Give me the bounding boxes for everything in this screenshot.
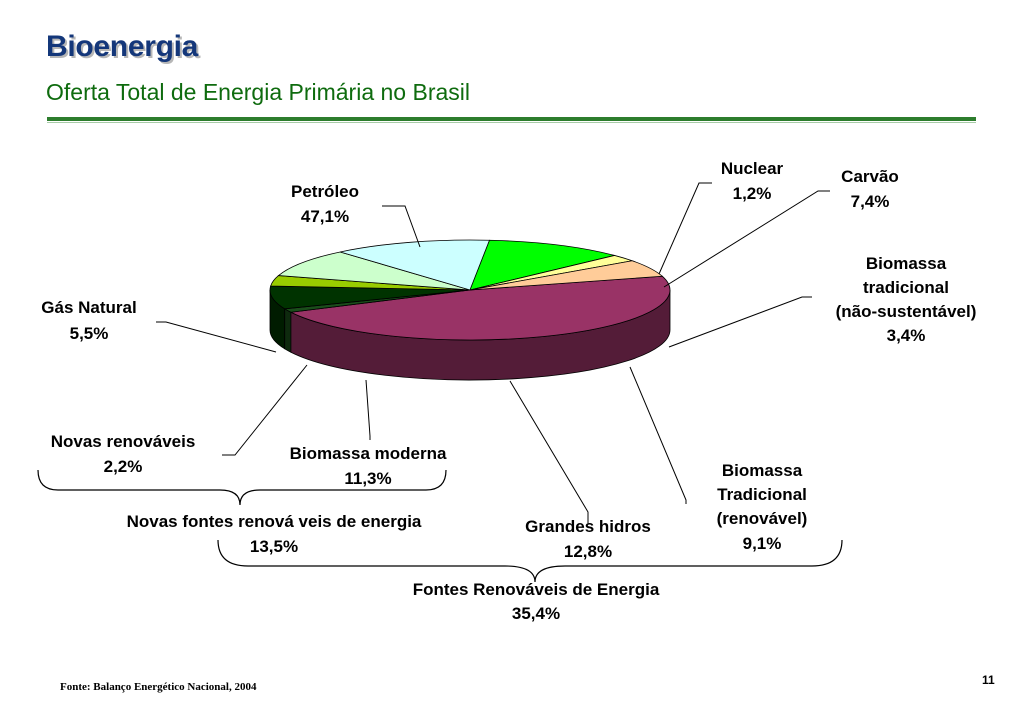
label-hidros-value: 12,8% — [564, 542, 612, 561]
page-number: 11 — [982, 673, 995, 687]
pie-slice-gas-natural — [469, 260, 664, 291]
leader-nuclear — [658, 182, 712, 275]
svg-text:Nuclear: Nuclear — [721, 159, 784, 178]
label-bio-renov-line2: Tradicional — [717, 485, 807, 504]
svg-text:Biomassa: Biomassa — [866, 254, 947, 273]
svg-text:3,4%: 3,4% — [887, 326, 926, 345]
label-bio-nao-sust-line2: tradicional — [863, 278, 949, 297]
label-novas-name: Novas renováveis — [51, 432, 196, 451]
label-novas-value: 2,2% — [104, 457, 143, 476]
label-carvao-value: 7,4% — [851, 192, 890, 211]
source-note: Fonte: Balanço Energético Nacional, 2004 — [60, 681, 257, 693]
svg-text:Biomassa: Biomassa — [722, 461, 803, 480]
svg-text:Biomassa moderna: Biomassa moderna — [290, 444, 447, 463]
label-gas-name: Gás Natural — [41, 298, 136, 317]
svg-text:47,1%: 47,1% — [301, 207, 349, 226]
svg-text:7,4%: 7,4% — [851, 192, 890, 211]
label-nuclear-name: Nuclear — [721, 159, 784, 178]
svg-text:Carvão: Carvão — [841, 167, 899, 186]
svg-text:Novas fontes renová veis de en: Novas fontes renová veis de energia — [127, 512, 422, 531]
svg-text:Tradicional: Tradicional — [717, 485, 807, 504]
braces — [37, 469, 843, 583]
pie-slice-grandes-hidros — [340, 239, 491, 291]
label-bio-renov-line3: (renovável) — [717, 509, 808, 528]
group-label-fontes-renovaveis: Fontes Renováveis de Energia — [413, 580, 660, 599]
brace-fontes-renovaveis — [217, 539, 843, 583]
leader-carvao — [663, 190, 830, 288]
group-label-novas-fontes: Novas fontes renová veis de energia — [127, 512, 422, 531]
brace-novas-fontes — [37, 469, 447, 506]
group-value-novas-fontes: 13,5% — [250, 537, 298, 556]
slice-labels: Petróleo 47,1% Nuclear 1,2% Carvão 7,4% … — [41, 159, 976, 623]
svg-text:12,8%: 12,8% — [564, 542, 612, 561]
svg-text:1,2%: 1,2% — [733, 184, 772, 203]
leader-bio-nao-sust — [668, 296, 812, 348]
svg-text:2,2%: 2,2% — [104, 457, 143, 476]
label-carvao-name: Carvão — [841, 167, 899, 186]
pie-slice-petroleo — [289, 275, 671, 341]
pie-slice-biomassa-tradicional-renovavel — [277, 251, 471, 291]
label-bio-renov-line1: Biomassa — [722, 461, 803, 480]
svg-text:Petróleo: Petróleo — [291, 182, 359, 201]
label-petroleo-value: 47,1% — [301, 207, 349, 226]
header-divider-shadow — [47, 122, 976, 123]
label-bio-moderna-name: Biomassa moderna — [290, 444, 447, 463]
label-bio-renov-value: 9,1% — [743, 534, 782, 553]
group-value-fontes-renovaveis: 35,4% — [512, 604, 560, 623]
svg-text:Grandes hidros: Grandes hidros — [525, 517, 651, 536]
label-gas-value: 5,5% — [70, 324, 109, 343]
header-divider — [47, 117, 976, 121]
svg-text:(não-sustentável): (não-sustentável) — [836, 302, 977, 321]
svg-text:tradicional: tradicional — [863, 278, 949, 297]
slide-subtitle: Oferta Total de Energia Primária no Bras… — [46, 79, 470, 105]
label-bio-nao-sust-value: 3,4% — [887, 326, 926, 345]
pie-slice-biomassa-moderna — [469, 239, 615, 291]
svg-text:Gás Natural: Gás Natural — [41, 298, 136, 317]
leader-novas — [222, 364, 308, 456]
leader-bio-renov — [629, 366, 687, 504]
svg-text:9,1%: 9,1% — [743, 534, 782, 553]
label-bio-moderna-value: 11,3% — [344, 469, 391, 488]
label-bio-nao-sust-line1: Biomassa — [866, 254, 947, 273]
svg-text:5,5%: 5,5% — [70, 324, 109, 343]
leader-gas — [156, 321, 277, 353]
svg-text:13,5%: 13,5% — [250, 537, 298, 556]
svg-text:Fontes Renováveis de Energia: Fontes Renováveis de Energia — [413, 580, 660, 599]
label-bio-nao-sust-line3: (não-sustentável) — [836, 302, 977, 321]
svg-text:(renovável): (renovável) — [717, 509, 808, 528]
label-hidros-name: Grandes hidros — [525, 517, 651, 536]
leader-lines — [156, 182, 830, 523]
label-nuclear-value: 1,2% — [733, 184, 772, 203]
pie-side-nuclear — [284, 308, 292, 353]
leader-bio-moderna — [365, 379, 371, 440]
slide-title: Bioenergia — [46, 30, 199, 63]
svg-text:35,4%: 35,4% — [512, 604, 560, 623]
svg-text:11,3%: 11,3% — [344, 469, 391, 488]
leader-petroleo — [382, 205, 421, 248]
leader-hidros — [509, 380, 589, 523]
pie-tops — [269, 239, 671, 341]
svg-text:Novas renováveis: Novas renováveis — [51, 432, 196, 451]
label-petroleo-name: Petróleo — [291, 182, 359, 201]
